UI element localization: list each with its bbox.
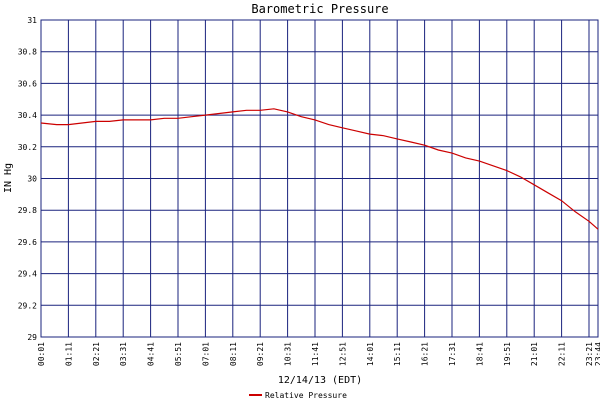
x-tick-label: 18:41 xyxy=(475,342,484,366)
x-tick-label: 22:11 xyxy=(558,342,567,366)
x-tick-label: 21:01 xyxy=(530,342,539,366)
y-axis-ticks: 29 29.2 29.4 29.6 29.8 30 30.2 30.4 30.6 30.8 31 xyxy=(18,16,37,342)
y-tick-label: 29.6 xyxy=(18,238,37,247)
x-tick-label: 17:31 xyxy=(448,342,457,366)
legend-label-relative-pressure: Relative Pressure xyxy=(265,391,347,400)
y-axis-label: IN Hg xyxy=(3,163,14,193)
x-tick-label: 16:21 xyxy=(421,342,430,366)
y-tick-label: 29.8 xyxy=(18,206,37,215)
x-tick-label: 15:11 xyxy=(393,342,402,366)
y-tick-label: 30.6 xyxy=(18,79,37,88)
y-tick-label: 30 xyxy=(27,175,37,184)
x-tick-label: 11:41 xyxy=(311,342,320,366)
y-tick-label: 29 xyxy=(27,333,37,342)
x-tick-label: 04:41 xyxy=(147,342,156,366)
chart-title: Barometric Pressure xyxy=(251,2,388,16)
x-tick-label: 01:11 xyxy=(64,342,73,366)
y-tick-label: 29.2 xyxy=(18,301,37,310)
y-tick-label: 30.8 xyxy=(18,48,37,57)
y-tick-label: 29.4 xyxy=(18,270,37,279)
series-line-relative-pressure xyxy=(40,108,599,230)
x-tick-label: 14:01 xyxy=(366,342,375,366)
legend: Relative Pressure xyxy=(249,391,347,400)
x-tick-label: 19:51 xyxy=(503,342,512,366)
x-tick-label: 03:31 xyxy=(119,342,128,366)
x-tick-label: 00:01 xyxy=(37,342,46,366)
x-tick-label: 09:21 xyxy=(256,342,265,366)
x-tick-label: 23:44 xyxy=(594,342,600,366)
x-tick-label: 08:11 xyxy=(229,342,238,366)
x-tick-label: 12:51 xyxy=(338,342,347,366)
y-tick-label: 30.2 xyxy=(18,143,37,152)
x-axis-ticks: 00:01 01:11 02:21 03:31 04:41 05:51 07:01 08:11… xyxy=(37,342,600,366)
x-tick-label: 05:51 xyxy=(174,342,183,366)
x-tick-label: 23:21 xyxy=(585,342,594,366)
x-tick-label: 07:01 xyxy=(201,342,210,366)
plot-frame xyxy=(40,19,599,338)
y-tick-label: 30.4 xyxy=(18,111,37,120)
x-axis-label: 12/14/13 (EDT) xyxy=(278,375,362,386)
y-tick-label: 31 xyxy=(27,16,37,25)
x-tick-label: 10:31 xyxy=(284,342,293,366)
x-tick-label: 02:21 xyxy=(92,342,101,366)
